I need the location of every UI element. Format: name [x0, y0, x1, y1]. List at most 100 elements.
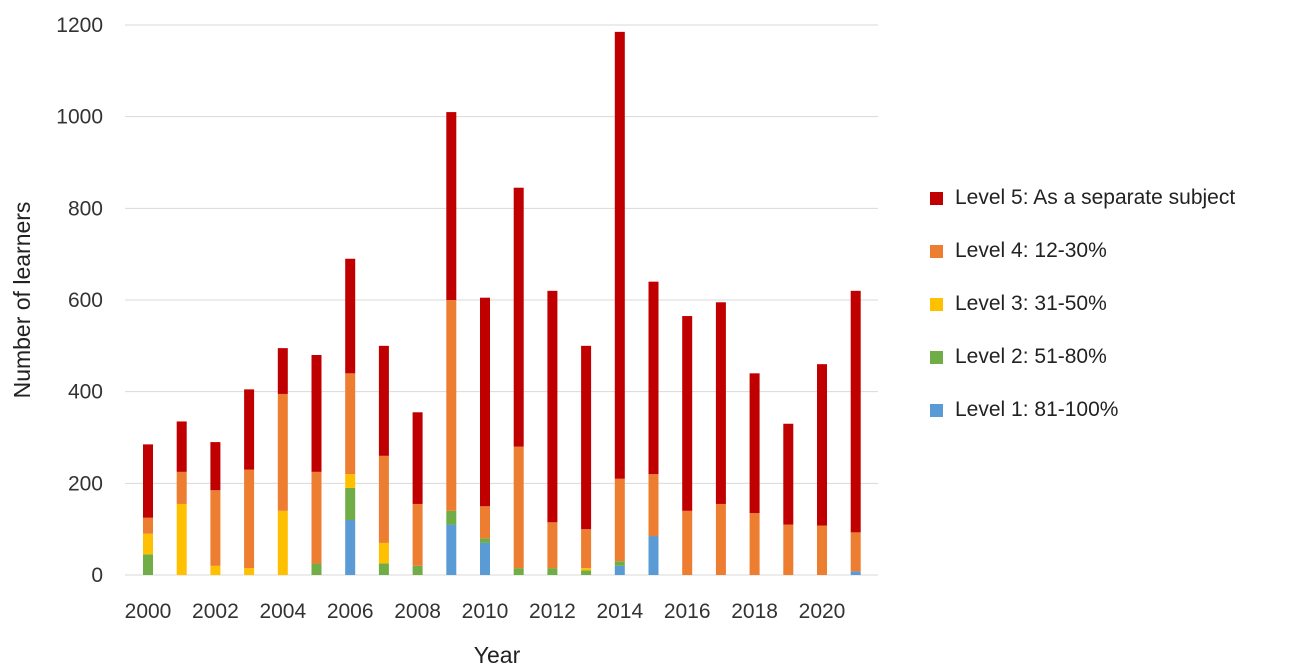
- bar-segment: [176, 421, 187, 472]
- bar-segment: [345, 258, 356, 374]
- bar-segment: [345, 474, 356, 488]
- legend-item: Level 4: 12-30%: [930, 238, 1235, 264]
- x-tick-label: 2020: [799, 600, 846, 623]
- y-tick-label: 600: [68, 289, 103, 312]
- bar-segment: [581, 568, 592, 571]
- bars: [143, 31, 861, 575]
- x-axis-title: Year: [474, 642, 521, 668]
- bar-segment: [783, 423, 794, 525]
- bar-segment: [378, 455, 389, 543]
- bar-segment: [749, 373, 760, 514]
- bar-segment: [614, 31, 625, 479]
- bar-segment: [850, 532, 861, 572]
- legend-swatch: [930, 191, 943, 205]
- bar-segment: [176, 471, 187, 504]
- bar-segment: [210, 490, 221, 566]
- bar-segment: [446, 524, 457, 575]
- legend-swatch: [930, 403, 943, 417]
- bar-segment: [614, 478, 625, 562]
- legend-item: Level 5: As a separate subject: [930, 185, 1235, 211]
- bar-segment: [277, 348, 288, 394]
- bar-segment: [648, 536, 659, 575]
- bar-segment: [648, 474, 659, 537]
- bar-segment: [345, 520, 356, 575]
- x-tick-label: 2018: [731, 600, 778, 623]
- bar-segment: [547, 522, 558, 569]
- legend-label: Level 2: 51-80%: [955, 345, 1107, 368]
- bar-segment: [614, 561, 625, 566]
- x-tick-label: 2006: [327, 600, 374, 623]
- bar-segment: [412, 412, 423, 504]
- x-tick-label: 2000: [125, 600, 172, 623]
- bar-segment: [480, 538, 490, 543]
- bar-segment: [715, 503, 726, 575]
- bar-segment: [311, 355, 322, 472]
- bar-segment: [547, 568, 558, 575]
- bar-segment: [311, 471, 322, 564]
- bar-segment: [446, 300, 457, 511]
- bar-segment: [277, 510, 288, 575]
- y-tick-label: 400: [68, 381, 103, 404]
- bar-segment: [345, 373, 356, 475]
- bar-segment: [378, 563, 389, 575]
- x-tick-label: 2014: [596, 600, 643, 623]
- legend-item: Level 3: 31-50%: [930, 291, 1235, 317]
- y-tick-label: 1200: [56, 14, 103, 37]
- gridlines: [125, 24, 878, 576]
- bar-segment: [682, 510, 693, 575]
- legend-item: Level 2: 51-80%: [930, 344, 1235, 370]
- bar-segment: [682, 316, 693, 511]
- bar-segment: [244, 389, 255, 470]
- y-tick-label: 1000: [56, 106, 103, 129]
- bar-segment: [480, 297, 490, 507]
- x-tick-label: 2002: [192, 600, 239, 623]
- x-tick-label: 2012: [529, 600, 576, 623]
- x-tick-label: 2010: [462, 600, 509, 623]
- bar-segment: [378, 542, 389, 564]
- bar-segment: [513, 446, 524, 569]
- bar-segment: [817, 525, 827, 575]
- legend: Level 5: As a separate subject Level 4: 1…: [930, 185, 1235, 450]
- bar-segment: [143, 554, 153, 575]
- bar-segment: [210, 565, 221, 575]
- y-tick-label: 0: [91, 564, 103, 587]
- bar-segment: [345, 487, 356, 520]
- y-tick-label: 200: [68, 472, 103, 495]
- bar-segment: [176, 503, 187, 575]
- bar-segment: [446, 112, 457, 300]
- bar-segment: [817, 364, 827, 526]
- y-tick-labels: 0 200 400 600 800 1000 1200: [56, 14, 103, 587]
- bar-segment: [614, 565, 625, 575]
- bar-segment: [850, 290, 861, 533]
- x-tick-label: 2016: [664, 600, 711, 623]
- bar-segment: [715, 302, 726, 504]
- bar-segment: [581, 529, 592, 569]
- bar-segment: [581, 570, 592, 575]
- bar-segment: [143, 444, 153, 518]
- legend-label: Level 1: 81-100%: [955, 398, 1119, 421]
- bar-segment: [244, 469, 255, 569]
- legend-swatch: [930, 350, 943, 364]
- legend-item: Level 1: 81-100%: [930, 397, 1235, 423]
- bar-segment: [547, 290, 558, 523]
- bar-segment: [480, 506, 490, 539]
- bar-segment: [412, 565, 423, 575]
- legend-swatch: [930, 244, 943, 258]
- x-tick-label: 2008: [394, 600, 441, 623]
- bar-segment: [648, 281, 659, 475]
- bar-segment: [513, 568, 524, 575]
- bar-segment: [244, 568, 255, 575]
- x-tick-label: 2004: [259, 600, 306, 623]
- bar-segment: [378, 345, 389, 456]
- bar-segment: [143, 517, 153, 534]
- bar-segment: [513, 187, 524, 447]
- x-tick-labels: 2000 2002 2004 2006 2008 2010 2012 2014 2016 2018…: [125, 600, 846, 623]
- legend-label: Level 3: 31-50%: [955, 292, 1107, 315]
- legend-swatch: [930, 297, 943, 311]
- bar-segment: [783, 524, 794, 575]
- bar-segment: [581, 345, 592, 530]
- bar-segment: [143, 533, 153, 555]
- bar-segment: [210, 442, 221, 491]
- y-tick-label: 800: [68, 197, 103, 220]
